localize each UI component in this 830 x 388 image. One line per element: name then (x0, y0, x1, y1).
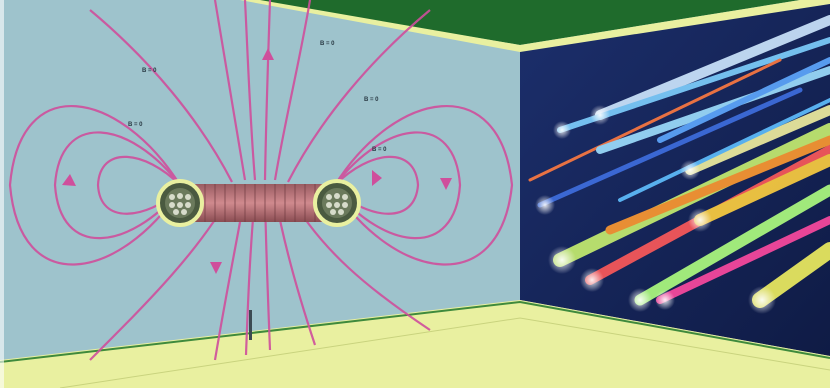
light-glows (535, 105, 776, 314)
wall-tag (249, 310, 252, 340)
field-label: B = 0 (372, 147, 387, 153)
field-arrows (62, 48, 452, 274)
field-label: B = 0 (142, 68, 157, 74)
solenoid-coil (156, 179, 361, 227)
field-label: B = 0 (320, 41, 335, 47)
right-wall (520, 4, 830, 356)
field-label: B = 0 (364, 97, 379, 103)
ceiling (250, 0, 800, 45)
left-wall (0, 0, 520, 360)
field-label: B = 0 (128, 122, 143, 128)
